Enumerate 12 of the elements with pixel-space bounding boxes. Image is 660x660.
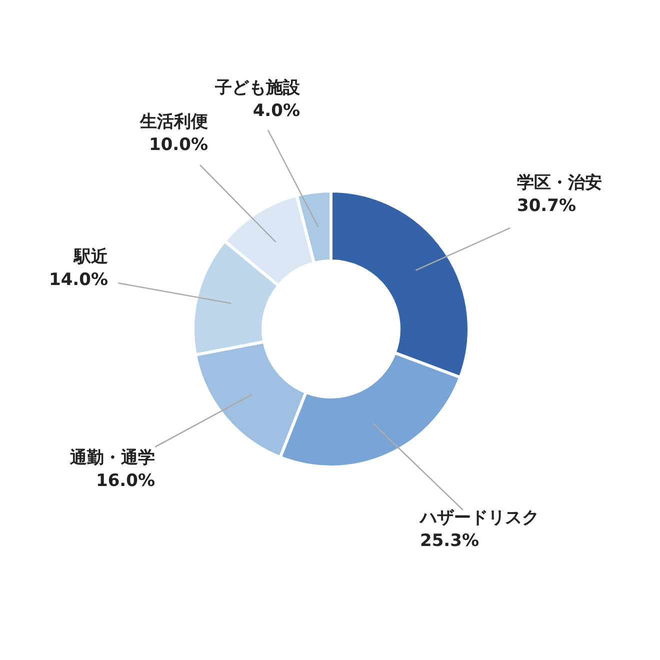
data-label: 25.3% — [420, 531, 479, 551]
data-label: 14.0% — [49, 270, 108, 290]
slice-label: 子ども施設 — [214, 78, 301, 98]
slice-label: 学区・治安 — [517, 173, 602, 193]
data-label: 16.0% — [96, 471, 155, 491]
data-label: 4.0% — [252, 101, 300, 121]
slice-label: 通勤・通学 — [69, 448, 155, 468]
data-label: 10.0% — [149, 135, 208, 155]
slice-label: 駅近 — [73, 247, 109, 267]
data-label: 30.7% — [517, 196, 576, 216]
slice-label: 生活利便 — [139, 112, 208, 132]
slice-label: ハザードリスク — [418, 508, 539, 528]
